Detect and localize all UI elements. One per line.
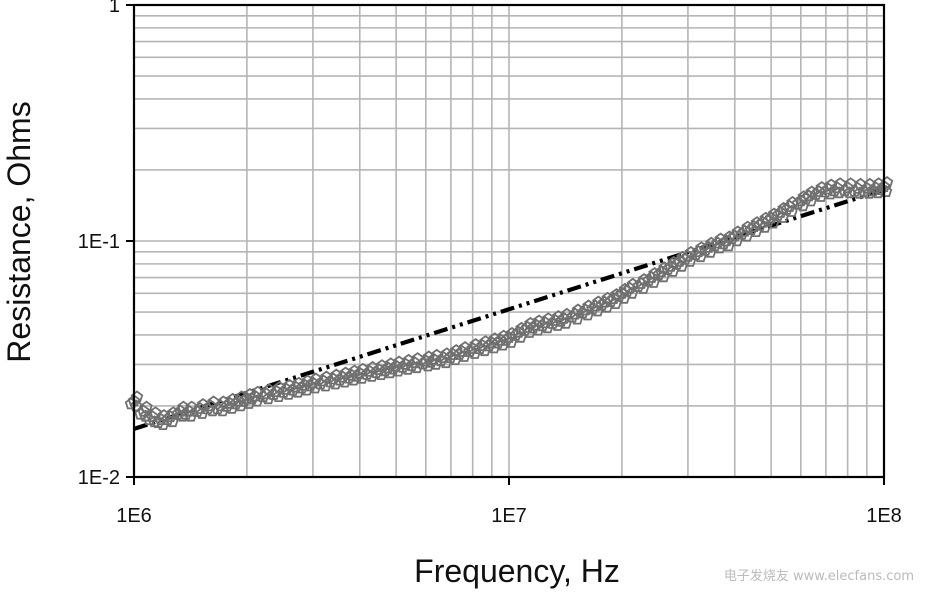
y-tick-labels: 1E-2 1E-1 1 <box>78 0 134 489</box>
data-point <box>250 394 264 407</box>
data-point <box>184 409 198 422</box>
grid-lines <box>134 5 884 477</box>
data-point <box>195 406 209 419</box>
y-tick-label: 1E-1 <box>78 231 120 253</box>
data-point <box>636 281 650 294</box>
y-tick-label: 1 <box>109 0 120 17</box>
watermark-text: 电子发烧友 www.elecfans.com <box>723 569 914 584</box>
data-point <box>261 392 275 405</box>
y-tick-label: 1E-2 <box>78 467 120 489</box>
data-point <box>457 349 471 362</box>
fit-line <box>133 187 885 431</box>
x-axis-title: Frequency, Hz <box>414 553 620 589</box>
y-axis-title: Resistance, Ohms <box>1 101 37 362</box>
fit-curve-layer <box>133 187 885 431</box>
data-point <box>468 346 481 359</box>
x-tick-labels: 1E6 1E7 1E8 <box>116 477 902 527</box>
data-point <box>410 361 423 374</box>
measured-points-layer <box>124 175 894 431</box>
data-point <box>129 399 143 412</box>
x-tick-label: 1E8 <box>866 505 902 527</box>
x-tick-label: 1E6 <box>116 505 152 527</box>
data-point <box>647 275 660 288</box>
data-point <box>776 210 789 223</box>
data-point <box>879 184 893 198</box>
data-point <box>308 381 322 394</box>
x-tick-label: 1E7 <box>491 505 527 527</box>
